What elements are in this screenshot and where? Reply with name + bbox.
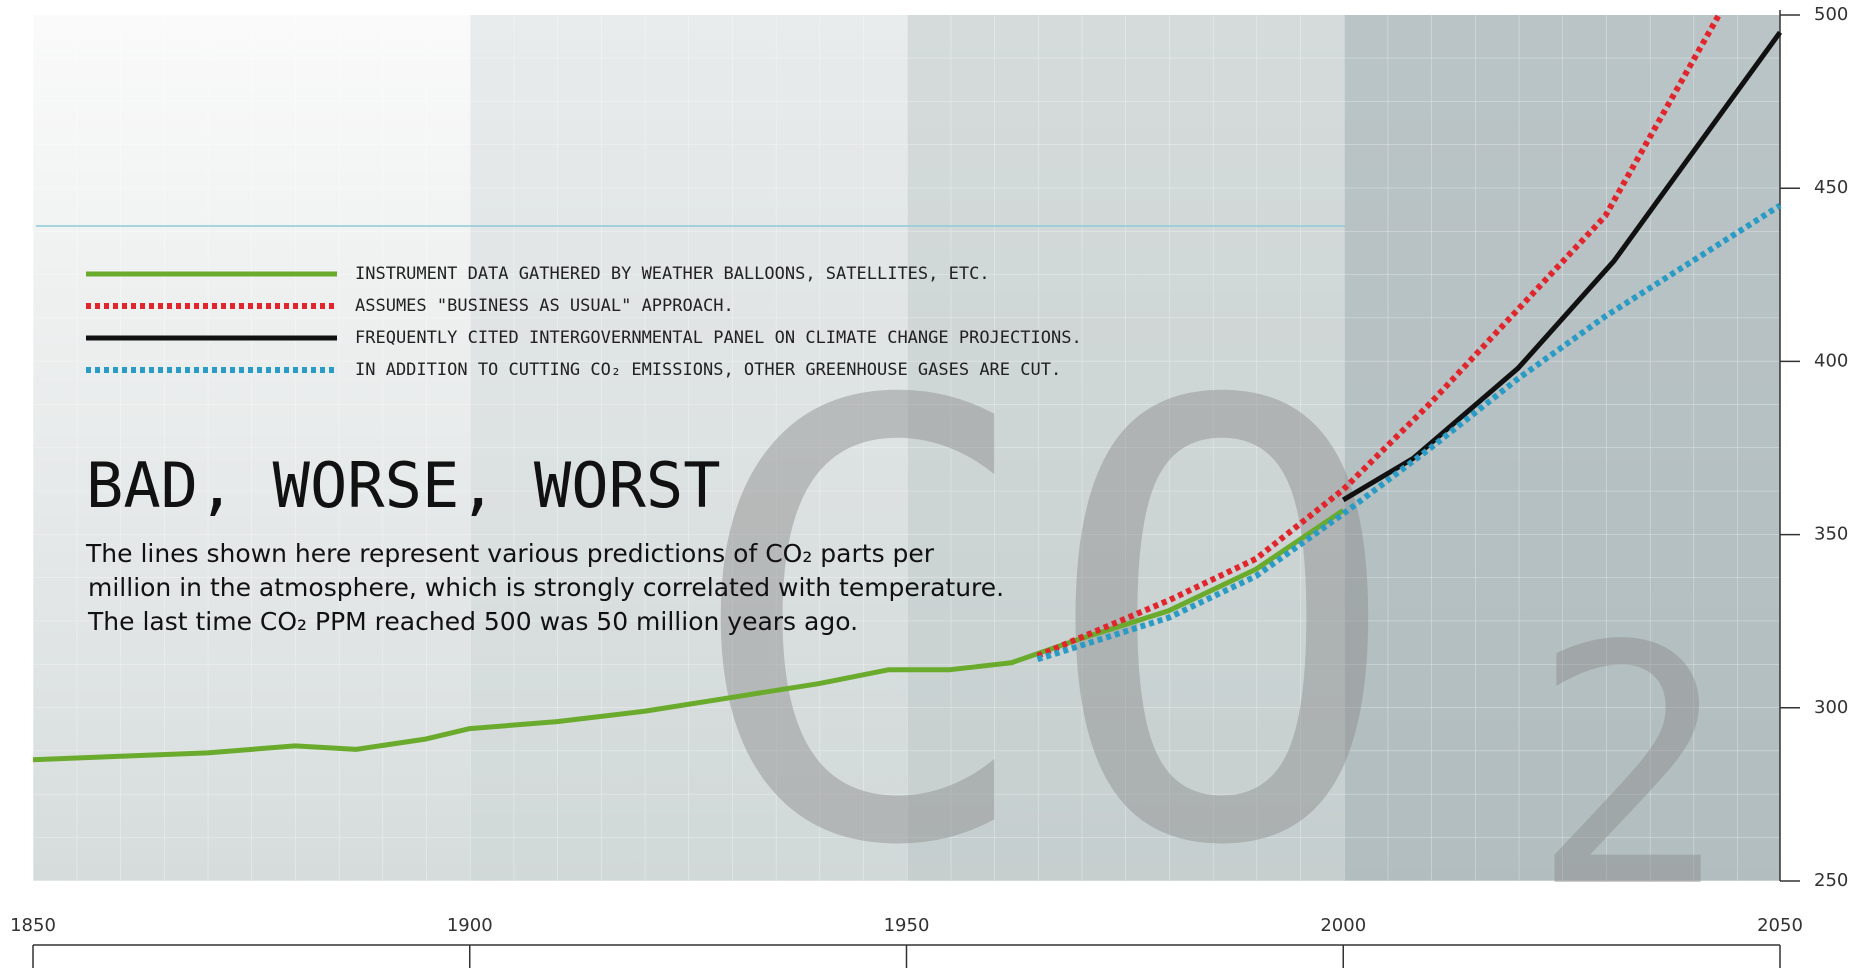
y-tick-label: 350 [1814,524,1848,545]
y-tick-label: 450 [1814,177,1848,198]
page: CO 2 BAD, WORSE, WORST The lines shown h… [0,0,1854,968]
legend-label: FREQUENTLY CITED INTERGOVERNMENTAL PANEL… [355,328,1082,348]
watermark-sub: 2 [1530,576,1729,960]
y-tick-label: 300 [1814,697,1848,718]
description: The lines shown here represent various p… [85,539,935,568]
x-tick-label: 1950 [884,915,930,936]
y-tick-label: 250 [1814,870,1848,891]
title: BAD, WORSE, WORST [86,449,721,522]
y-tick-label: 400 [1814,350,1848,371]
y-tick-label: 500 [1814,4,1848,25]
legend-label: IN ADDITION TO CUTTING CO₂ EMISSIONS, OT… [355,360,1061,380]
x-tick-label: 1850 [10,915,56,936]
legend-label: INSTRUMENT DATA GATHERED BY WEATHER BALL… [355,264,990,284]
x-tick-label: 2000 [1320,915,1366,936]
x-tick-label: 1900 [447,915,493,936]
description: The last time CO₂ PPM reached 500 was 50… [87,607,858,636]
x-tick-label: 2050 [1757,915,1803,936]
legend-label: ASSUMES "BUSINESS AS USUAL" APPROACH. [355,296,734,316]
chart: CO 2 BAD, WORSE, WORST The lines shown h… [0,0,1854,968]
description: million in the atmosphere, which is stro… [88,573,1004,602]
